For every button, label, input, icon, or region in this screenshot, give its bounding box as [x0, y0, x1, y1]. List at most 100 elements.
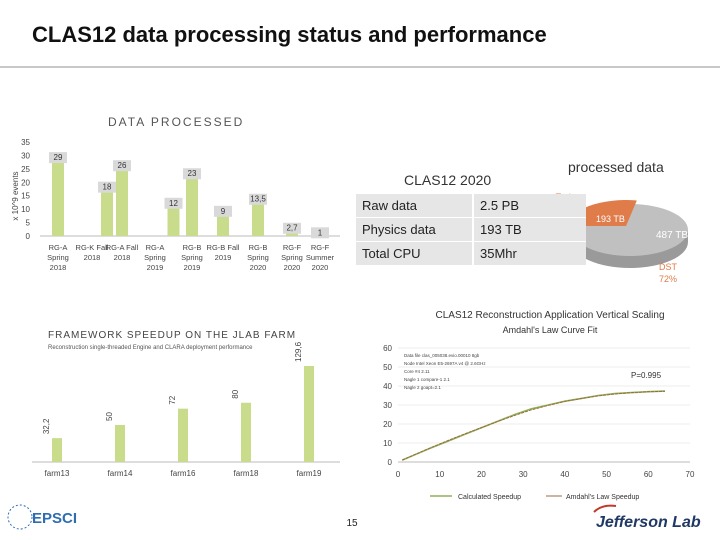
table-row: Total CPU 35Mhr — [356, 241, 586, 266]
y-tick-label: 10 — [383, 439, 392, 448]
page-title: CLAS12 data processing status and perfor… — [32, 22, 547, 47]
x-tick-label: farm16 — [171, 469, 196, 478]
chart-title: CLAS12 Reconstruction Application Vertic… — [435, 310, 664, 321]
x-tick-label: 60 — [644, 470, 653, 479]
data-label-box — [49, 152, 67, 164]
bar — [252, 199, 264, 236]
y-tick-label: 20 — [21, 178, 30, 187]
x-tick-label: 50 — [602, 470, 611, 479]
x-tick-label: Spring — [281, 253, 303, 262]
chart-title: FRAMEWORK SPEEDUP ON THE JLAB FARM — [48, 330, 296, 341]
data-label: 29 — [54, 153, 63, 162]
data-label-box — [113, 160, 131, 172]
x-tick-label: 2020 — [312, 263, 329, 272]
data-label: 1 — [318, 228, 323, 237]
data-label: 26 — [118, 161, 127, 170]
x-tick-label: RG-B — [183, 243, 202, 252]
bar — [178, 408, 188, 462]
y-tick-label: 40 — [383, 382, 392, 391]
y-tick-label: 0 — [26, 232, 31, 241]
bar — [217, 211, 229, 236]
data-label-box — [214, 205, 232, 217]
x-tick-label: 2019 — [184, 263, 201, 272]
pie-title: processed data — [568, 159, 664, 175]
x-tick-label: Spring — [247, 253, 269, 262]
chart-note: Node Intel Xeon E5-2697A v4 @ 2.6GHz — [404, 361, 486, 366]
data-label-box — [164, 197, 183, 209]
x-tick-label: RG-A — [146, 243, 165, 252]
data-label: 23 — [188, 169, 197, 178]
y-tick-label: 30 — [21, 151, 30, 160]
x-tick-label: 70 — [686, 470, 695, 479]
x-tick-label: 2020 — [250, 263, 267, 272]
data-label-box — [98, 181, 116, 193]
table-cell: Raw data — [356, 194, 473, 218]
table-cell: 35Mhr — [472, 241, 586, 266]
bar — [52, 158, 64, 236]
x-tick-label: Spring — [47, 253, 69, 262]
x-tick-label: 0 — [396, 470, 401, 479]
bar — [116, 166, 128, 236]
x-tick-label: 2018 — [50, 263, 67, 272]
x-tick-label: 2019 — [215, 253, 232, 262]
summary-table-title: CLAS12 2020 — [404, 172, 492, 188]
data-label: 2,7 — [286, 224, 298, 233]
chart-note: Nagle 2 goapt=2.1 — [404, 385, 441, 390]
bar — [101, 187, 113, 236]
x-tick-label: farm19 — [297, 469, 322, 478]
series-line-amdahl — [401, 390, 666, 461]
chart-subtitle: Amdahl's Law Curve Fit — [503, 325, 598, 335]
chart-subtitle: Reconstruction single-threaded Engine an… — [48, 345, 253, 351]
bar — [186, 174, 198, 236]
x-tick-label: RG-F — [283, 243, 302, 252]
data-label: 9 — [221, 207, 226, 216]
data-label: 32,2 — [42, 418, 51, 434]
epsci-logo: EPSCI — [32, 510, 77, 527]
x-tick-label: Spring — [144, 253, 166, 262]
summary-table: Raw data 2.5 PB Physics data 193 TB Tota… — [356, 194, 586, 266]
bar — [304, 366, 314, 462]
x-tick-label: 2018 — [84, 253, 101, 262]
y-tick-label: 5 — [26, 219, 31, 228]
y-tick-label: 0 — [388, 458, 393, 467]
bar — [241, 402, 251, 462]
table-row: Raw data 2.5 PB — [356, 194, 586, 218]
table-cell: Physics data — [356, 217, 473, 242]
data-label-box — [311, 227, 329, 239]
chart-note: Data file clas_005038.evio.00010 8gb — [404, 353, 480, 358]
bar — [167, 203, 180, 236]
y-tick-label: 25 — [21, 165, 30, 174]
data-label-box — [249, 193, 267, 205]
epsci-logo-icon — [7, 504, 33, 530]
pie-value-label: 487 TB — [656, 230, 688, 241]
annotation: P=0.995 — [631, 371, 662, 380]
data-label: 50 — [105, 412, 114, 421]
title-divider — [0, 66, 720, 68]
x-tick-label: 40 — [560, 470, 569, 479]
table-cell: 193 TB — [472, 217, 586, 242]
y-tick-label: 35 — [21, 138, 30, 147]
jefferson-lab-swoosh-icon — [593, 504, 617, 513]
x-tick-label: RG-B — [249, 243, 268, 252]
page-number: 15 — [346, 518, 358, 529]
data-label: 80 — [231, 389, 240, 398]
series-line-calculated — [401, 390, 666, 461]
data-label-box — [183, 168, 201, 180]
y-tick-label: 50 — [383, 363, 392, 372]
chart-note: Nagle 1 compare-1 2.1 — [404, 377, 450, 382]
data-label: 72 — [168, 395, 177, 404]
x-tick-label: farm18 — [234, 469, 259, 478]
y-tick-label: 10 — [21, 205, 30, 214]
pie-slice-label: DST — [659, 262, 678, 272]
x-tick-label: farm14 — [108, 469, 133, 478]
table-row: Physics data 193 TB — [356, 217, 586, 242]
y-tick-label: 60 — [383, 344, 392, 353]
table-cell: Total CPU — [356, 241, 473, 266]
x-tick-label: RG-B Fall — [207, 243, 240, 252]
x-tick-label: farm13 — [45, 469, 70, 478]
pie-value-label: 193 TB — [596, 214, 625, 224]
x-tick-label: 20 — [477, 470, 486, 479]
y-tick-label: 15 — [21, 192, 30, 201]
x-tick-label: 2020 — [284, 263, 301, 272]
x-tick-label: RG-K Fall — [76, 243, 109, 252]
